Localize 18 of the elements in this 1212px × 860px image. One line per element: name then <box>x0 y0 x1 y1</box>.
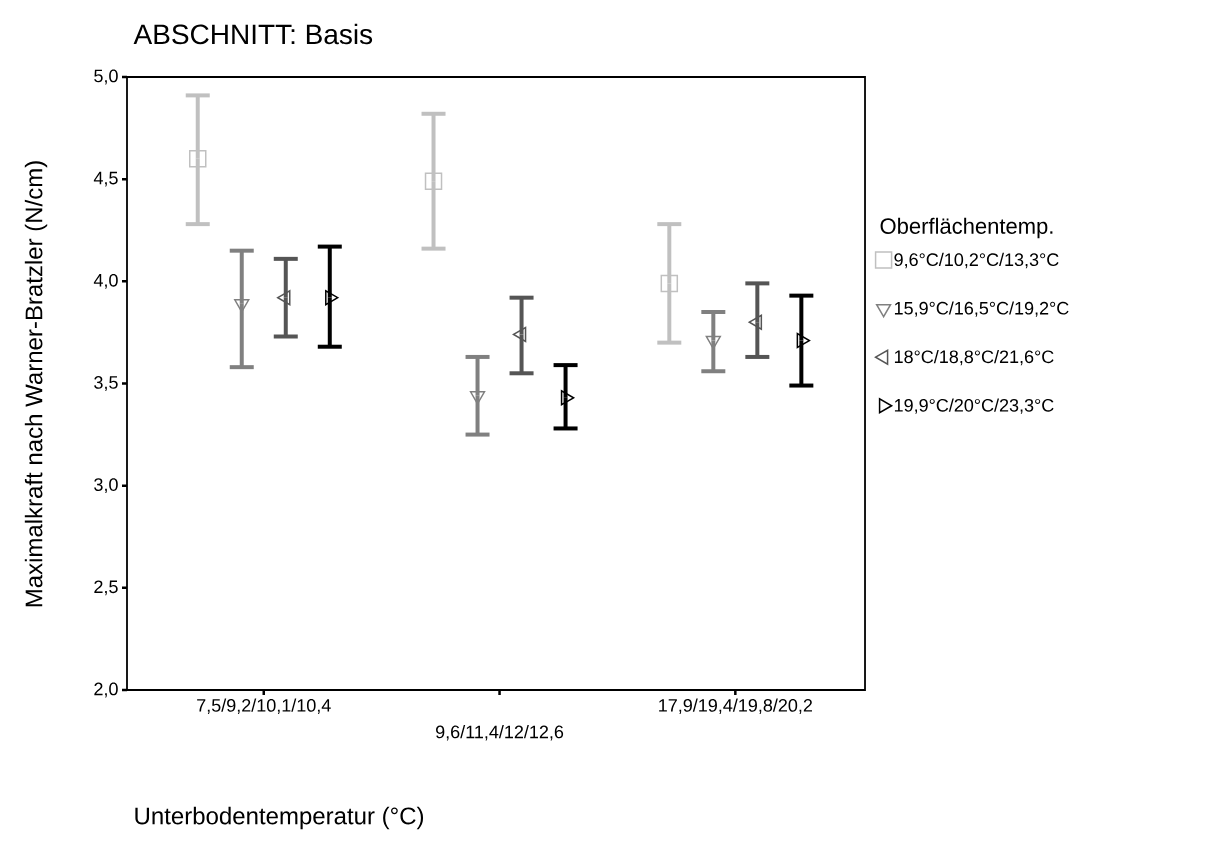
x-tick-label: 9,6/11,4/12/12,6 <box>436 725 564 741</box>
x-tick-label: 7,5/9,2/10,1/10,4 <box>197 698 331 714</box>
y-tick-label: 4,0 <box>93 273 118 289</box>
x-tick-label: 17,9/19,4/19,8/20,2 <box>659 698 812 714</box>
y-tick-label: 4,5 <box>93 171 118 187</box>
x-axis-title: Unterbodentemperatur (°C) <box>135 806 424 830</box>
y-tick-label: 2,5 <box>94 580 118 596</box>
y-tick-label: 3,0 <box>94 478 118 494</box>
legend-label: 19,9°C/20°C/23,3°C <box>894 398 1054 414</box>
y-tick-label: 2,0 <box>94 682 118 698</box>
y-tick-label: 5,0 <box>94 69 118 85</box>
legend-label: 18°C/18,8°C/21,6°C <box>894 349 1054 366</box>
legend-label: 15,9°C/16,5°C/19,2°C <box>894 301 1069 317</box>
legend-title: Oberflächentemp. <box>880 217 1053 239</box>
y-axis-title: Maximalkraft nach Warner-Bratzler (N/cm) <box>24 161 48 607</box>
y-tick-label: 3,5 <box>94 376 118 391</box>
chart-title: ABSCHNITT: Basis <box>133 23 373 45</box>
legend-label: 9,6°C/10,2°C/13,3°C <box>894 252 1059 269</box>
